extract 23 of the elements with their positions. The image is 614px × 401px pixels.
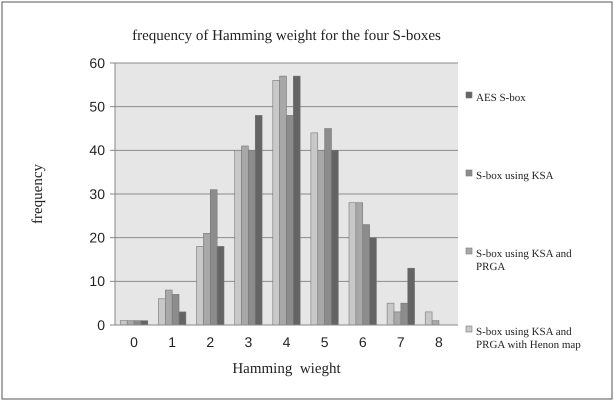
y-tick-label: 10 (89, 273, 106, 290)
legend-label: S-box using KSA and PRGA (476, 248, 572, 274)
x-tick-label: 3 (244, 334, 252, 350)
x-tick-label: 5 (320, 334, 329, 350)
y-tick-label: 0 (97, 316, 106, 333)
x-tick-label: 6 (358, 334, 367, 350)
x-tick-label: 0 (130, 334, 138, 350)
y-axis-title: frequency (30, 164, 46, 224)
y-tick-label: 30 (89, 186, 106, 202)
y-tick-label: 50 (89, 98, 106, 115)
x-tick-label: 2 (206, 334, 214, 350)
y-tick-label: 60 (89, 54, 106, 71)
legend-label: AES S-box (476, 92, 526, 104)
x-tick-label: 8 (435, 334, 444, 350)
x-tick-label: 1 (168, 334, 176, 350)
x-axis-title: Hamming wieght (232, 361, 342, 377)
legend-label: S-box using KSA (476, 170, 554, 182)
y-tick-label: 20 (89, 230, 106, 246)
x-tick-label: 7 (396, 334, 405, 350)
chart-title: frequency of Hamming weight for the four S-boxes (132, 28, 441, 44)
legend-label: S-box using KSA and PRGA with Henon map (476, 326, 582, 352)
x-tick-label: 4 (282, 334, 291, 350)
y-tick-label: 40 (89, 142, 106, 158)
